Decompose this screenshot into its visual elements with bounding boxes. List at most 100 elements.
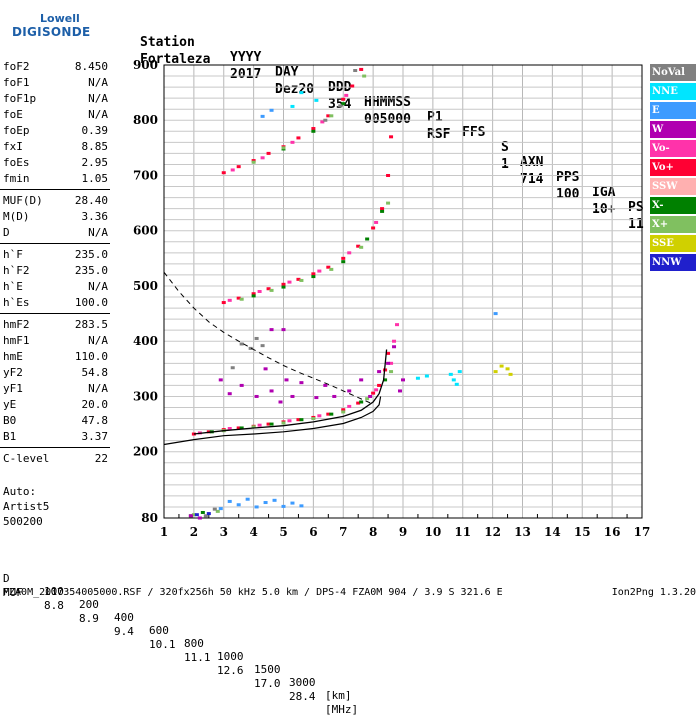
data-point (299, 91, 304, 95)
legend-item: Vo- (650, 140, 696, 157)
data-point (415, 376, 420, 380)
data-point (386, 201, 391, 205)
data-point (188, 514, 193, 518)
data-point (314, 396, 319, 400)
data-point (457, 370, 462, 374)
param-label: B1 (3, 430, 17, 443)
data-point (377, 370, 382, 374)
x-tick-label: 16 (604, 525, 621, 539)
data-point (344, 93, 349, 97)
header-label-s: S (501, 140, 509, 155)
data-point (239, 342, 244, 346)
logo-digisonde: DIGISONDE (12, 25, 91, 39)
data-point (215, 509, 220, 513)
x-tick-label: 9 (399, 525, 407, 539)
data-point (245, 497, 250, 501)
legend-item: NNW (650, 254, 696, 271)
data-point (386, 351, 391, 355)
data-point (254, 505, 259, 509)
y-tick-label: 800 (133, 113, 158, 127)
param-label: fxI (3, 140, 23, 153)
muf-unit: [MHz] (325, 703, 359, 716)
param-row: B0 47.8 (0, 413, 108, 429)
data-point (290, 140, 295, 144)
muf-value: 28.4 (289, 690, 316, 703)
data-point (260, 344, 265, 348)
data-point (290, 501, 295, 505)
data-point (359, 245, 364, 249)
param-label: foEp (3, 124, 30, 137)
data-point (338, 104, 343, 108)
param-value: 235.0 (74, 248, 108, 261)
data-point (266, 287, 271, 291)
data-point (383, 378, 388, 382)
data-point (206, 512, 211, 516)
data-point (251, 292, 256, 296)
y-tick-label: 300 (133, 389, 158, 403)
data-point (299, 381, 304, 385)
param-row: fmin 1.05 (0, 171, 108, 187)
param-row: foEs 2.95 (0, 155, 108, 171)
param-label: hmF1 (3, 334, 30, 347)
data-point (254, 394, 259, 398)
data-point (323, 383, 328, 387)
data-point (287, 419, 292, 423)
distance-value: 1000 (217, 650, 244, 663)
param-value: 0.39 (81, 124, 109, 137)
data-point (230, 366, 235, 370)
param-value: N/A (88, 92, 108, 105)
data-point (350, 84, 355, 88)
data-point (386, 361, 391, 365)
param-row: M(D) 3.36 (0, 209, 108, 225)
param-label: MUF(D) (3, 194, 43, 207)
data-point (281, 421, 286, 425)
header-value-station: Fortaleza (140, 52, 211, 67)
param-label: D (3, 226, 10, 239)
data-point (505, 367, 510, 371)
data-point (341, 102, 346, 106)
data-point (347, 404, 352, 408)
distance-value: 400 (114, 611, 134, 624)
data-point (374, 388, 379, 392)
data-point (227, 392, 232, 396)
data-point (263, 367, 268, 371)
x-tick-label: 15 (574, 525, 591, 539)
param-value: N/A (88, 334, 108, 347)
data-point (260, 156, 265, 160)
param-row: foE N/A (0, 107, 108, 123)
data-point (251, 425, 256, 429)
param-row: h`F 235.0 (0, 247, 108, 263)
data-point (451, 378, 456, 382)
data-point (221, 301, 226, 305)
data-point (377, 383, 382, 387)
y-tick-label: 900 (133, 58, 158, 72)
param-label: yF1 (3, 382, 23, 395)
x-tick-label: 14 (544, 525, 561, 539)
data-point (236, 165, 241, 169)
param-value: 235.0 (74, 264, 108, 277)
data-point (281, 285, 286, 289)
legend-item: NNE (650, 83, 696, 100)
data-point (398, 389, 403, 393)
data-point (299, 504, 304, 508)
data-point (359, 400, 364, 404)
param-row: C-level 22 (0, 451, 108, 467)
param-label: C-level (3, 452, 50, 465)
data-point (341, 410, 346, 414)
x-tick-label: 13 (514, 525, 531, 539)
param-value: 8.450 (74, 60, 108, 73)
data-point (191, 513, 196, 517)
data-point (386, 173, 391, 177)
param-label: h`F (3, 248, 23, 261)
data-point (347, 389, 352, 393)
param-label: foF1p (3, 92, 37, 105)
data-point (317, 269, 322, 273)
data-point (368, 394, 373, 398)
data-point (212, 507, 217, 511)
data-point (371, 391, 376, 395)
param-row: h`E N/A (0, 279, 108, 295)
data-point (353, 69, 358, 73)
data-point (326, 114, 331, 118)
param-label: h`Es (3, 296, 30, 309)
data-point (493, 370, 498, 374)
